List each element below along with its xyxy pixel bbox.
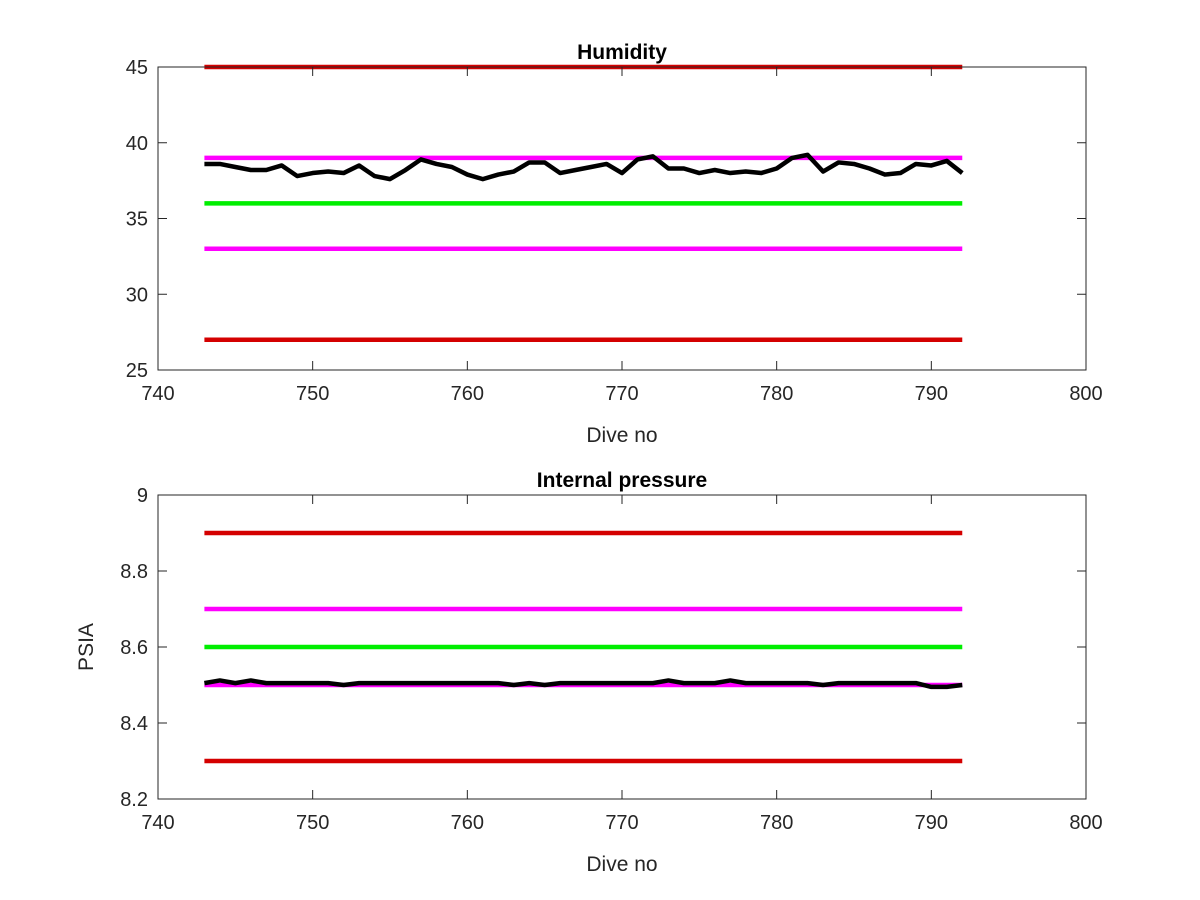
x-tick-label: 760	[451, 383, 484, 405]
x-axis-label: Dive no	[586, 853, 657, 876]
y-tick-label: 45	[126, 57, 148, 79]
y-tick-label: 8.8	[120, 561, 148, 583]
y-tick-label: 40	[126, 133, 148, 155]
y-tick-label: 9	[137, 485, 148, 507]
x-tick-label: 740	[141, 383, 174, 405]
x-tick-label: 780	[760, 812, 793, 834]
chart-title: Internal pressure	[537, 469, 707, 492]
data-series-line	[204, 152, 964, 182]
x-axis-label: Dive no	[586, 424, 657, 447]
y-tick-label: 35	[126, 209, 148, 231]
x-tick-label: 800	[1069, 812, 1102, 834]
y-tick-label: 8.4	[120, 713, 148, 735]
data-series-line	[204, 678, 963, 690]
x-tick-label: 740	[141, 812, 174, 834]
x-tick-label: 750	[296, 812, 329, 834]
axes-box	[157, 66, 1087, 371]
x-tick-label: 750	[296, 383, 329, 405]
chart-title: Humidity	[577, 41, 667, 64]
x-tick-label: 800	[1069, 383, 1102, 405]
axes-panel: 740 750 760 770 780 790 800 25 30 35 40 45 Humidity D…	[126, 41, 1103, 447]
y-tick-label: 30	[126, 284, 148, 306]
axes-panel: 740 750 760 770 780 790 800 8.2 8.4 8.6 8.8 9 Intern…	[75, 469, 1103, 876]
x-tick-label: 760	[451, 812, 484, 834]
x-tick-label: 770	[605, 383, 638, 405]
x-tick-label: 790	[915, 383, 948, 405]
y-axis-label: PSIA	[75, 623, 98, 671]
y-tick-label: 8.6	[120, 637, 148, 659]
y-tick-label: 25	[126, 360, 148, 382]
x-tick-label: 780	[760, 383, 793, 405]
y-tick-label: 8.2	[120, 789, 148, 811]
x-tick-label: 790	[915, 812, 948, 834]
x-tick-label: 770	[605, 812, 638, 834]
